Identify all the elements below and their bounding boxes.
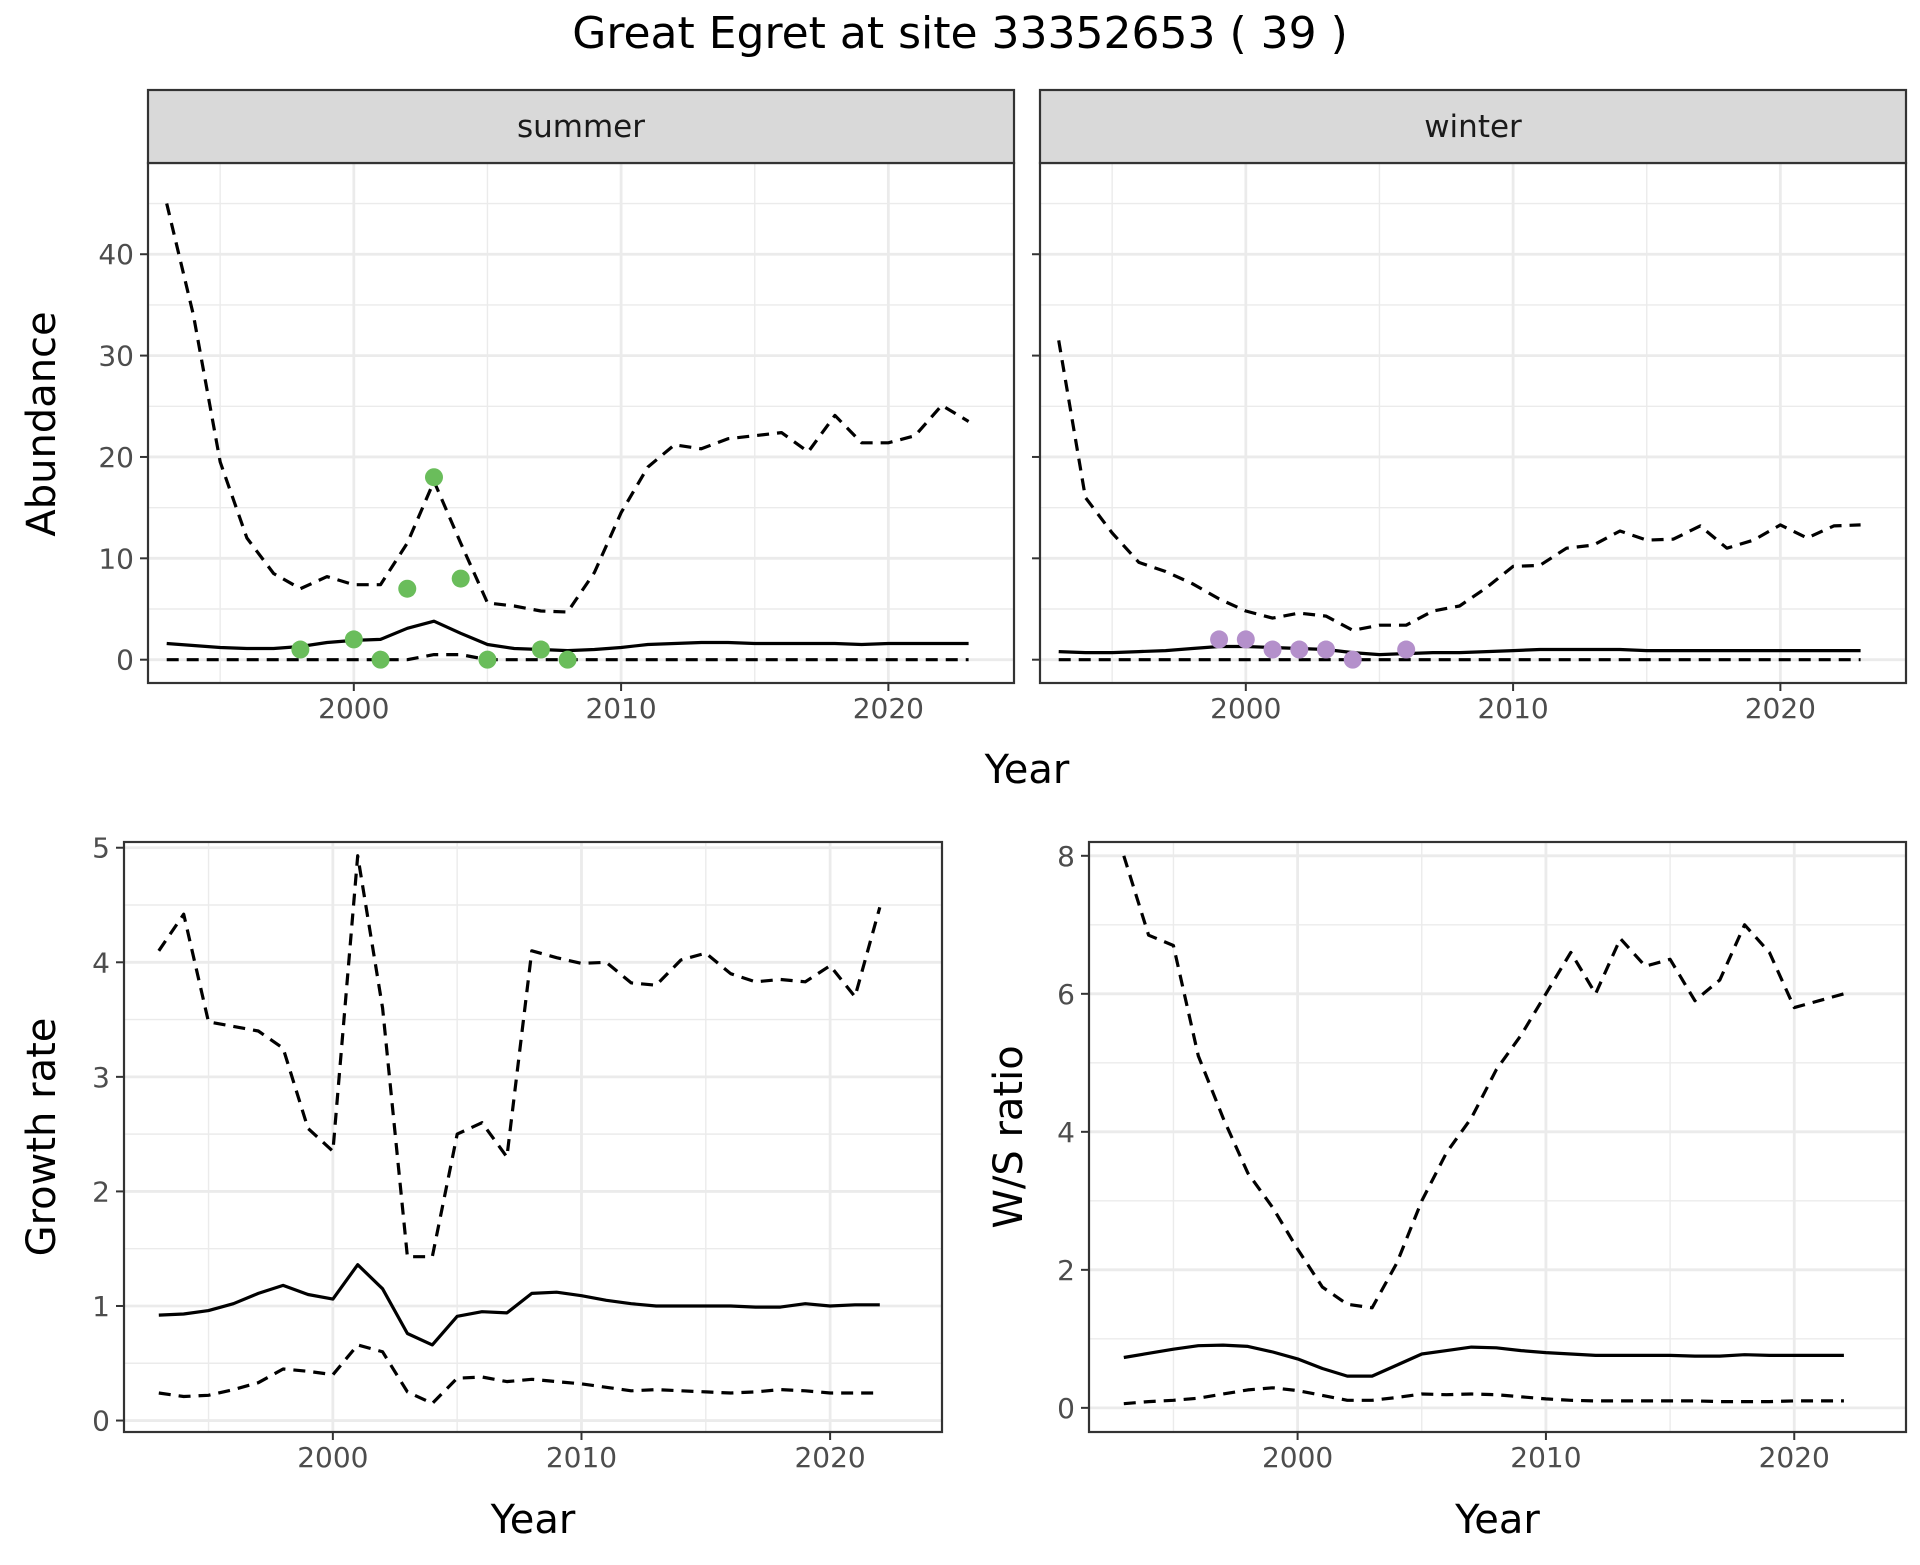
abundance-summer-y-tick-label: 0 — [116, 644, 134, 677]
abundance-summer-x-tick-label: 2010 — [585, 692, 656, 725]
abundance-winter-observed-point — [1316, 640, 1335, 659]
ratio-y-tick-label: 8 — [1057, 840, 1075, 873]
abundance-summer-y-tick-label: 30 — [98, 340, 134, 373]
growth-y-axis-title: Growth rate — [19, 1018, 65, 1257]
growth-panel-border — [122, 840, 944, 1434]
growth-y-tick-label: 2 — [92, 1175, 110, 1208]
growth-y-tick-label: 0 — [92, 1405, 110, 1438]
abundance-winter-observed-point — [1290, 640, 1309, 659]
ratio-lower-line — [1123, 1386, 1844, 1406]
ratio-x-tick-label: 2000 — [1262, 1441, 1333, 1474]
chart-title: Great Egret at site 33352653 ( 39 ) — [572, 8, 1348, 59]
abundance-x-axis-title: Year — [984, 747, 1070, 793]
growth-panel-bg — [124, 842, 942, 1432]
ratio-x-tick-label: 2020 — [1759, 1441, 1830, 1474]
ratio-upper-line — [1122, 855, 1845, 1310]
abundance-winter-x-tick-label: 2000 — [1210, 692, 1281, 725]
abundance-winter-observed-point — [1263, 640, 1282, 659]
abundance-winter-strip — [1038, 88, 1908, 165]
abundance-winter-estimate-line — [1058, 644, 1861, 657]
abundance-summer-panel-bg — [148, 163, 1014, 683]
abundance-winter-upper-line — [1057, 340, 1861, 632]
abundance-summer-observed-point — [291, 640, 310, 659]
abundance-winter-observed-point — [1397, 640, 1416, 659]
abundance-summer-observed-point — [424, 468, 443, 487]
abundance-summer-y-tick-label: 10 — [98, 542, 134, 575]
abundance-summer-x-tick-label: 2000 — [318, 692, 389, 725]
abundance-summer-observed-point — [558, 650, 577, 669]
abundance-y-axis-title: Abundance — [19, 311, 65, 536]
ratio-x-tick-label: 2010 — [1510, 1441, 1581, 1474]
growth-x-tick-label: 2020 — [794, 1441, 865, 1474]
abundance-winter-observed-point — [1236, 630, 1255, 649]
abundance-summer-observed-point — [344, 630, 363, 649]
growth-y-tick-label: 1 — [92, 1290, 110, 1323]
growth-y-tick-label: 4 — [92, 946, 110, 979]
abundance-summer-observed-point — [371, 650, 390, 669]
growth-estimate-line — [158, 1263, 880, 1347]
abundance-winter-x-tick-label: 2010 — [1477, 692, 1548, 725]
growth-y-tick-label: 5 — [92, 832, 110, 865]
ratio-panel-border — [1087, 840, 1908, 1434]
growth-upper-line — [157, 854, 882, 1259]
abundance-winter-panel-bg — [1040, 163, 1906, 683]
abundance-summer-upper-line — [165, 203, 970, 614]
abundance-summer-observed-point — [531, 640, 550, 659]
ratio-y-tick-label: 6 — [1057, 978, 1075, 1011]
abundance-summer-observed-point — [478, 650, 497, 669]
ratio-y-tick-label: 2 — [1057, 1254, 1075, 1287]
ratio-y-tick-label: 0 — [1057, 1392, 1075, 1425]
ratio-panel-bg — [1089, 842, 1906, 1432]
abundance-winter-observed-point — [1343, 650, 1362, 669]
growth-lower-line — [158, 1343, 880, 1405]
abundance-summer-x-tick-label: 2020 — [853, 692, 924, 725]
ratio-y-axis-title: W/S ratio — [986, 1045, 1032, 1228]
abundance-summer-y-tick-label: 40 — [98, 238, 134, 271]
abundance-winter-x-tick-label: 2020 — [1745, 692, 1816, 725]
ratio-y-tick-label: 4 — [1057, 1116, 1075, 1149]
growth-x-axis-title: Year — [490, 1497, 576, 1543]
growth-x-tick-label: 2010 — [546, 1441, 617, 1474]
abundance-winter-strip-label: winter — [1424, 109, 1522, 145]
abundance-winter-observed-point — [1210, 630, 1229, 649]
growth-y-tick-label: 3 — [92, 1061, 110, 1094]
abundance-summer-strip-label: summer — [517, 109, 645, 145]
abundance-summer-observed-point — [398, 579, 417, 598]
ratio-estimate-line — [1123, 1343, 1844, 1378]
abundance-summer-strip — [146, 88, 1016, 165]
growth-x-tick-label: 2000 — [297, 1441, 368, 1474]
abundance-summer-y-tick-label: 20 — [98, 441, 134, 474]
ratio-x-axis-title: Year — [1454, 1497, 1540, 1543]
abundance-summer-observed-point — [451, 569, 470, 588]
